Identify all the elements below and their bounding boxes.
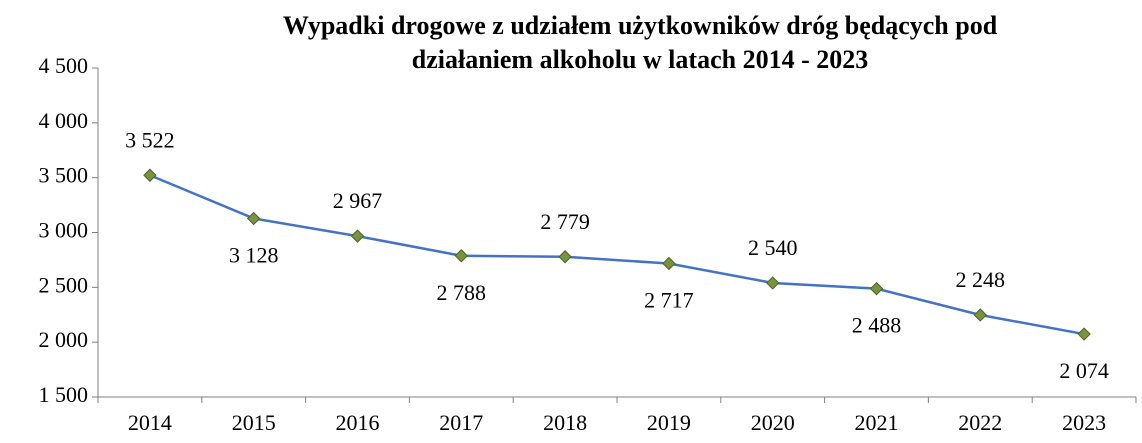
x-tick-label: 2015	[232, 410, 276, 435]
chart-title: Wypadki drogowe z udziałem użytkowników …	[283, 11, 998, 40]
x-tick-label: 2023	[1062, 410, 1106, 435]
y-tick-label: 3 500	[39, 163, 89, 188]
x-tick-label: 2020	[751, 410, 795, 435]
marker	[558, 250, 572, 264]
x-tick-label: 2019	[647, 410, 691, 435]
y-tick-label: 3 000	[39, 218, 89, 243]
x-tick-label: 2016	[336, 410, 380, 435]
marker	[454, 249, 469, 263]
marker	[246, 211, 261, 226]
data-label: 3 128	[229, 243, 279, 268]
marker	[1077, 327, 1091, 341]
marker	[143, 168, 157, 182]
data-label: 2 967	[333, 188, 383, 213]
y-tick-label: 4 000	[39, 108, 89, 133]
marker	[662, 256, 676, 271]
line-series	[149, 174, 1085, 336]
y-tick-label: 4 500	[39, 53, 89, 78]
data-label: 2 540	[748, 235, 798, 260]
y-tick-label: 2 500	[39, 272, 89, 297]
data-label: 2 788	[437, 280, 487, 305]
marker	[350, 229, 365, 243]
marker	[765, 276, 780, 290]
y-tick-label: 1 500	[39, 382, 89, 407]
x-tick-label: 2014	[128, 410, 172, 435]
marker	[869, 281, 884, 296]
data-label: 2 717	[644, 288, 694, 313]
x-tick-label: 2021	[855, 410, 899, 435]
data-label: 2 248	[956, 267, 1006, 292]
data-label: 2 779	[540, 209, 590, 234]
x-tick-label: 2017	[439, 410, 483, 435]
data-label: 2 488	[852, 313, 902, 338]
x-tick-label: 2022	[958, 410, 1002, 435]
x-tick-label: 2018	[543, 410, 587, 435]
data-label: 3 522	[125, 127, 175, 152]
data-label: 2 074	[1059, 358, 1109, 383]
marker	[973, 308, 988, 322]
y-tick-label: 2 000	[39, 327, 89, 352]
chart-title: działaniem alkoholu w latach 2014 - 2023	[412, 45, 868, 74]
